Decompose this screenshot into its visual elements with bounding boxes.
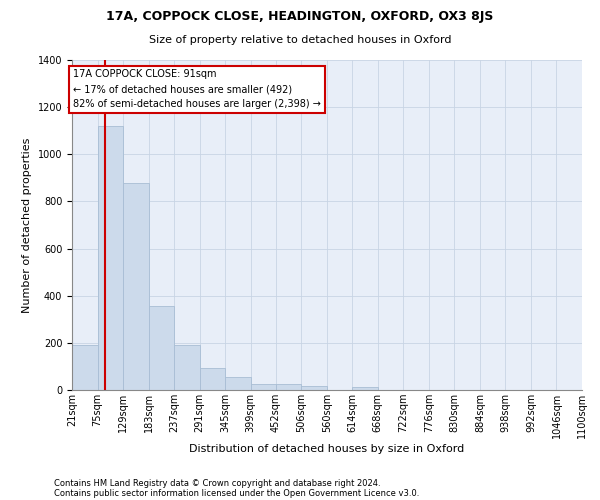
X-axis label: Distribution of detached houses by size in Oxford: Distribution of detached houses by size … — [190, 444, 464, 454]
Bar — [98, 126, 123, 390]
Text: Contains public sector information licensed under the Open Government Licence v3: Contains public sector information licen… — [54, 488, 419, 498]
Text: Contains HM Land Registry data © Crown copyright and database right 2024.: Contains HM Land Registry data © Crown c… — [54, 478, 380, 488]
Bar — [251, 384, 276, 390]
Bar — [149, 306, 174, 390]
Text: 17A, COPPOCK CLOSE, HEADINGTON, OXFORD, OX3 8JS: 17A, COPPOCK CLOSE, HEADINGTON, OXFORD, … — [106, 10, 494, 23]
Text: Size of property relative to detached houses in Oxford: Size of property relative to detached ho… — [149, 35, 451, 45]
Bar — [200, 368, 225, 390]
Bar — [72, 345, 98, 390]
Bar — [174, 345, 200, 390]
Bar — [352, 387, 378, 390]
Bar — [225, 377, 251, 390]
Bar — [276, 384, 301, 390]
Y-axis label: Number of detached properties: Number of detached properties — [22, 138, 32, 312]
Bar — [301, 386, 327, 390]
Bar — [123, 182, 149, 390]
Text: 17A COPPOCK CLOSE: 91sqm
← 17% of detached houses are smaller (492)
82% of semi-: 17A COPPOCK CLOSE: 91sqm ← 17% of detach… — [73, 70, 321, 109]
